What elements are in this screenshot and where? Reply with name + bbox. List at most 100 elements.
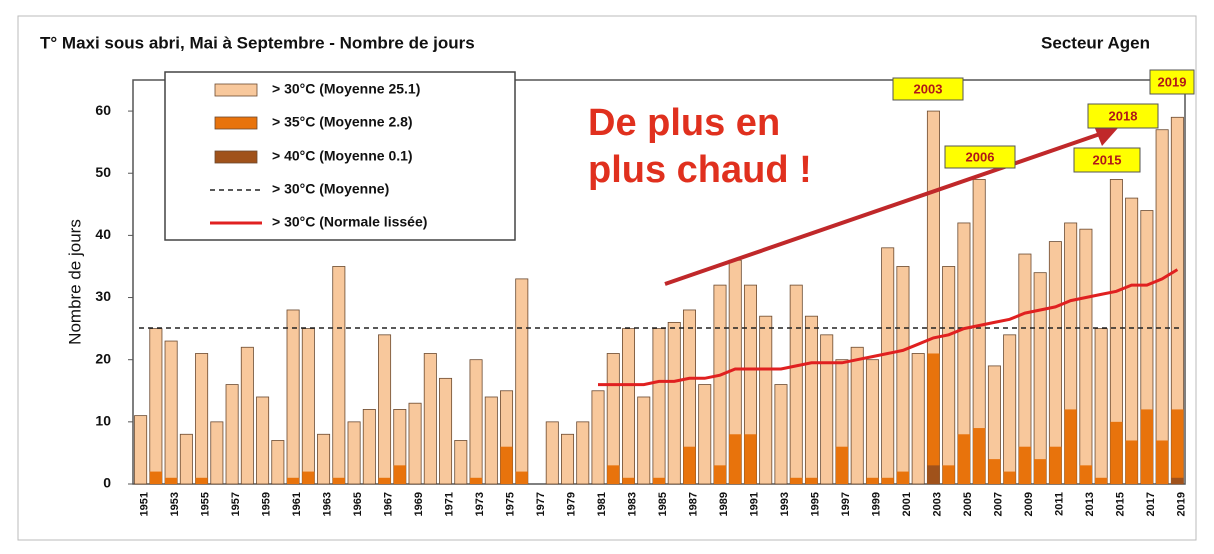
annotation-label: 2006 <box>966 149 995 164</box>
bar <box>607 465 620 484</box>
annotation-box <box>1087 103 1159 129</box>
bar <box>515 471 528 484</box>
legend-label: > 40°C (Moyenne 0.1) <box>272 148 413 164</box>
y-tick-label: 0 <box>103 475 111 491</box>
x-tick-label: 1973 <box>474 492 486 516</box>
annotation-label: 2018 <box>1109 108 1138 123</box>
annotation-label: 2015 <box>1093 152 1122 167</box>
x-tick-label: 2015 <box>1114 492 1126 516</box>
bar <box>134 415 148 485</box>
annotation-label: 2019 <box>1158 74 1187 89</box>
bar <box>683 446 696 484</box>
bar <box>545 421 559 485</box>
bar <box>286 477 300 484</box>
bar <box>1034 459 1047 484</box>
y-tick-label: 60 <box>95 102 111 118</box>
x-tick-label: 1999 <box>870 492 882 516</box>
x-tick-label: 1991 <box>748 492 760 516</box>
bar <box>866 477 879 484</box>
bar <box>1156 440 1169 484</box>
bar <box>591 390 605 485</box>
bar <box>1125 440 1138 484</box>
bar <box>332 477 345 484</box>
bar <box>210 421 224 485</box>
bar <box>484 396 498 485</box>
bar <box>713 284 727 485</box>
bar <box>667 321 681 485</box>
bar <box>759 315 773 485</box>
x-tick-label: 1975 <box>504 492 516 516</box>
bar <box>301 328 315 485</box>
bar <box>622 477 635 484</box>
x-tick-label: 1953 <box>169 492 181 516</box>
bar <box>515 278 529 485</box>
bar <box>500 446 513 484</box>
annotation-box <box>1073 147 1141 173</box>
bar <box>713 465 727 484</box>
bar <box>1110 421 1123 484</box>
x-tick-label: 2007 <box>992 492 1004 516</box>
bar <box>1033 272 1047 485</box>
bar <box>1079 228 1093 485</box>
bar <box>302 471 315 484</box>
bar <box>332 266 346 485</box>
annotation-box <box>944 145 1016 169</box>
bar <box>469 477 483 484</box>
bar <box>835 446 849 484</box>
x-tick-label: 2003 <box>931 492 943 516</box>
x-tick-label: 1989 <box>718 492 730 516</box>
bar <box>881 477 894 484</box>
bar <box>1095 477 1108 484</box>
overlay: > 30°C (Moyenne 25.1) > 35°C (Moyenne 2.8… <box>164 69 1195 286</box>
annotation-box <box>892 77 964 101</box>
bar <box>1155 129 1169 485</box>
bar <box>652 477 666 484</box>
bar <box>942 465 955 484</box>
bar <box>225 384 239 485</box>
y-tick-label: 50 <box>95 164 111 180</box>
bar <box>408 402 422 485</box>
bar <box>378 334 392 485</box>
x-tick-label: 1971 <box>443 492 455 516</box>
trend-arrow <box>664 132 1101 286</box>
x-tick-label: 2011 <box>1053 492 1065 516</box>
bar <box>942 266 956 485</box>
bar <box>256 396 270 485</box>
x-tick-label: 2013 <box>1084 492 1096 516</box>
legend-label: > 35°C (Moyenne 2.8) <box>272 114 413 130</box>
bar <box>988 459 1001 484</box>
bar <box>1018 446 1032 484</box>
bar <box>1140 409 1153 484</box>
bar <box>165 477 178 484</box>
bar <box>393 465 406 484</box>
annotation-text: plus chaud ! <box>588 149 812 191</box>
x-tick-label: 1997 <box>840 492 852 516</box>
bar <box>1171 477 1184 484</box>
smoothed-line <box>598 268 1179 387</box>
x-tick-label: 2001 <box>901 492 913 516</box>
bar <box>957 434 971 484</box>
x-tick-label: 1951 <box>139 492 151 516</box>
bar <box>790 477 803 484</box>
bar <box>973 428 986 484</box>
bar <box>378 477 391 484</box>
page-frame <box>17 15 1197 541</box>
bar <box>317 433 331 485</box>
legend-label: > 30°C (Moyenne) <box>272 181 389 197</box>
y-tick-label: 40 <box>95 226 111 242</box>
bar <box>469 359 483 485</box>
y-tick-label: 20 <box>95 350 111 366</box>
legend-swatch <box>214 150 258 164</box>
y-tick-label: 10 <box>95 413 111 429</box>
x-tick-label: 1981 <box>596 492 608 516</box>
annotation-label: 2003 <box>914 81 943 96</box>
bar <box>423 353 437 485</box>
x-tick-label: 1983 <box>626 492 638 516</box>
bar <box>1003 471 1016 484</box>
x-tick-label: 2009 <box>1023 492 1035 516</box>
chart-subtitle: Secteur Agen <box>1041 33 1150 52</box>
legend-label: > 30°C (Normale lissée) <box>272 214 427 230</box>
bar <box>439 377 453 485</box>
x-tick-label: 1963 <box>321 492 333 516</box>
bar <box>1064 409 1077 484</box>
